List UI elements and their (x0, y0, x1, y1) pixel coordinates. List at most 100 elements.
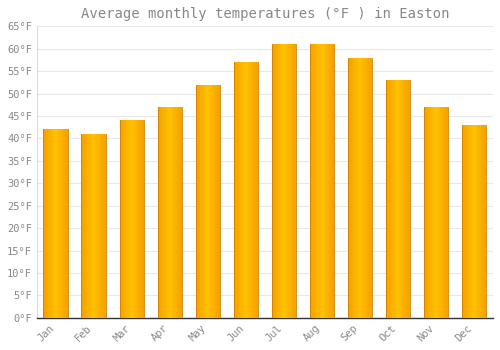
Bar (293, 44, 294, 318)
Bar (322, 44, 323, 318)
Bar (472, 125, 473, 318)
Bar (251, 62, 252, 318)
Bar (242, 62, 244, 318)
Bar (482, 125, 483, 318)
Bar (124, 120, 126, 318)
Bar (66, 130, 68, 318)
Bar (206, 85, 207, 318)
Bar (446, 107, 448, 318)
Bar (130, 120, 131, 318)
Bar (312, 44, 313, 318)
Bar (480, 125, 482, 318)
Bar (103, 134, 104, 318)
Bar (394, 80, 396, 318)
Bar (283, 44, 284, 318)
Bar (50, 130, 51, 318)
Bar (250, 62, 251, 318)
Bar (474, 125, 475, 318)
Bar (392, 80, 393, 318)
Bar (169, 107, 170, 318)
Bar (408, 80, 410, 318)
Bar (100, 134, 102, 318)
Bar (287, 44, 288, 318)
Bar (255, 62, 256, 318)
Bar (198, 85, 199, 318)
Bar (276, 44, 278, 318)
Bar (128, 120, 130, 318)
Bar (165, 107, 166, 318)
Bar (424, 107, 426, 318)
Bar (484, 125, 485, 318)
Bar (252, 62, 254, 318)
Bar (131, 120, 132, 318)
Bar (427, 107, 428, 318)
Bar (485, 125, 486, 318)
Bar (196, 85, 197, 318)
Bar (471, 125, 472, 318)
Bar (278, 44, 279, 318)
Bar (244, 62, 245, 318)
Bar (465, 125, 466, 318)
Bar (406, 80, 407, 318)
Bar (44, 130, 45, 318)
Bar (469, 125, 470, 318)
Bar (135, 120, 136, 318)
Bar (399, 80, 400, 318)
Bar (54, 130, 55, 318)
Bar (85, 134, 86, 318)
Bar (63, 130, 64, 318)
Bar (197, 85, 198, 318)
Bar (47, 130, 48, 318)
Bar (428, 107, 430, 318)
Bar (403, 80, 404, 318)
Bar (122, 120, 123, 318)
Bar (362, 58, 364, 318)
Bar (174, 107, 175, 318)
Bar (245, 62, 246, 318)
Bar (55, 130, 56, 318)
Bar (166, 107, 168, 318)
Bar (289, 44, 290, 318)
Bar (140, 120, 141, 318)
Bar (355, 58, 356, 318)
Bar (214, 85, 216, 318)
Bar (442, 107, 444, 318)
Bar (331, 44, 332, 318)
Bar (132, 120, 134, 318)
Bar (317, 44, 318, 318)
Bar (320, 44, 321, 318)
Bar (426, 107, 427, 318)
Bar (200, 85, 202, 318)
Bar (464, 125, 465, 318)
Bar (207, 85, 208, 318)
Bar (285, 44, 286, 318)
Bar (83, 134, 84, 318)
Bar (369, 58, 370, 318)
Bar (211, 85, 212, 318)
Bar (483, 125, 484, 318)
Bar (386, 80, 388, 318)
Bar (407, 80, 408, 318)
Bar (176, 107, 178, 318)
Bar (435, 107, 436, 318)
Bar (65, 130, 66, 318)
Bar (52, 130, 54, 318)
Bar (58, 130, 59, 318)
Bar (45, 130, 46, 318)
Bar (390, 80, 392, 318)
Bar (473, 125, 474, 318)
Bar (173, 107, 174, 318)
Bar (350, 58, 351, 318)
Bar (254, 62, 255, 318)
Bar (279, 44, 280, 318)
Bar (56, 130, 58, 318)
Bar (389, 80, 390, 318)
Bar (284, 44, 285, 318)
Bar (328, 44, 330, 318)
Bar (137, 120, 138, 318)
Bar (470, 125, 471, 318)
Bar (462, 125, 464, 318)
Bar (134, 120, 135, 318)
Bar (216, 85, 217, 318)
Bar (256, 62, 258, 318)
